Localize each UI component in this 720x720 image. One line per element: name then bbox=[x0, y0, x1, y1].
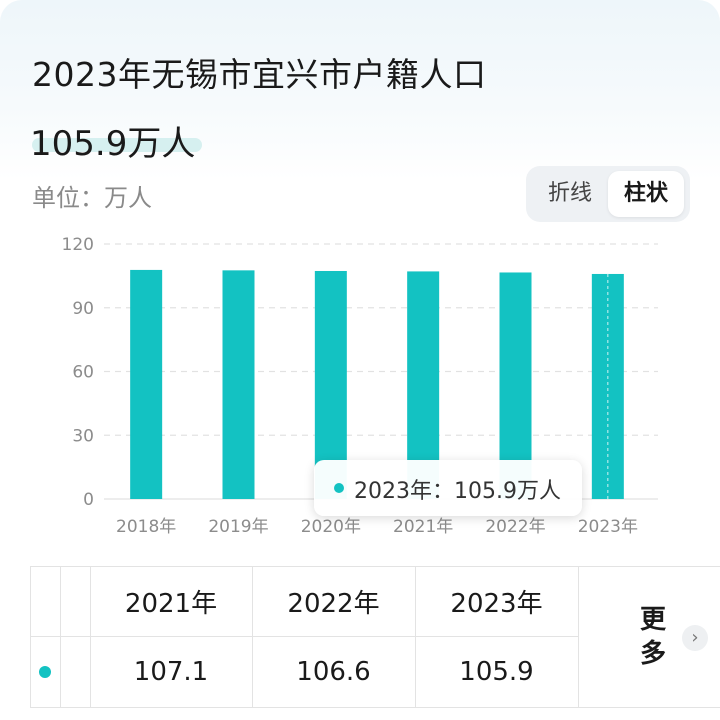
x-tick-label: 2021年 bbox=[393, 517, 453, 537]
table-value-cell: 107.1 bbox=[133, 657, 209, 687]
y-tick-label: 90 bbox=[72, 299, 94, 319]
table-value-cell: 105.9 bbox=[459, 657, 534, 687]
y-tick-label: 30 bbox=[72, 426, 94, 446]
series-dot-cell bbox=[30, 637, 60, 707]
table-value-cell: 106.6 bbox=[296, 657, 371, 687]
table-divider bbox=[252, 567, 253, 707]
table-header-cell: 2023年 bbox=[450, 589, 543, 619]
x-tick-label: 2019年 bbox=[208, 517, 268, 537]
headline-value: 105.9万人 bbox=[30, 124, 196, 164]
table-divider bbox=[90, 567, 91, 707]
tooltip-series-dot bbox=[334, 483, 344, 493]
chevron-right-icon: › bbox=[682, 625, 708, 651]
table-header-cell: 2022年 bbox=[287, 589, 380, 619]
chart-title: 2023年无锡市宜兴市户籍人口 bbox=[32, 55, 487, 94]
chart-type-toggle: 折线 柱状 bbox=[526, 166, 690, 222]
headline-value-wrap: 105.9万人 bbox=[30, 116, 202, 165]
table-border-left bbox=[30, 567, 31, 707]
bar-chart-tab[interactable]: 柱状 bbox=[608, 171, 684, 217]
bar bbox=[591, 273, 624, 499]
x-tick-label: 2020年 bbox=[301, 517, 361, 537]
table-divider bbox=[60, 567, 61, 707]
line-chart-tab[interactable]: 折线 bbox=[547, 181, 592, 206]
tooltip-text: 2023年：105.9万人 bbox=[354, 479, 561, 504]
x-tick-label: 2018年 bbox=[116, 517, 176, 537]
value-highlight bbox=[32, 138, 202, 152]
y-tick-label: 0 bbox=[83, 490, 94, 510]
bar-chart[interactable]: 0 30 60 90 120 2018年 2019年 2020年 2021年 2022年 2023年 bbox=[0, 225, 720, 545]
table-row-divider bbox=[30, 636, 578, 637]
data-table: 2021年 2022年 2023年 107.1 106.6 105.9 更多 › bbox=[30, 566, 720, 708]
bar bbox=[130, 269, 163, 499]
table-header-cell: 2021年 bbox=[124, 589, 218, 619]
x-tick-label: 2023年 bbox=[578, 517, 638, 537]
chart-tooltip: 2023年：105.9万人 bbox=[314, 460, 582, 516]
y-tick-label: 60 bbox=[72, 363, 94, 383]
table-divider bbox=[578, 567, 579, 707]
unit-label: 单位：万人 bbox=[32, 184, 152, 212]
table-divider bbox=[415, 567, 416, 707]
more-button[interactable]: 更多 › bbox=[610, 567, 720, 707]
y-tick-label: 120 bbox=[62, 235, 94, 255]
x-tick-label: 2022年 bbox=[485, 517, 545, 537]
bar bbox=[222, 270, 255, 499]
more-label: 更多 bbox=[640, 605, 667, 669]
series-dot bbox=[39, 666, 51, 678]
